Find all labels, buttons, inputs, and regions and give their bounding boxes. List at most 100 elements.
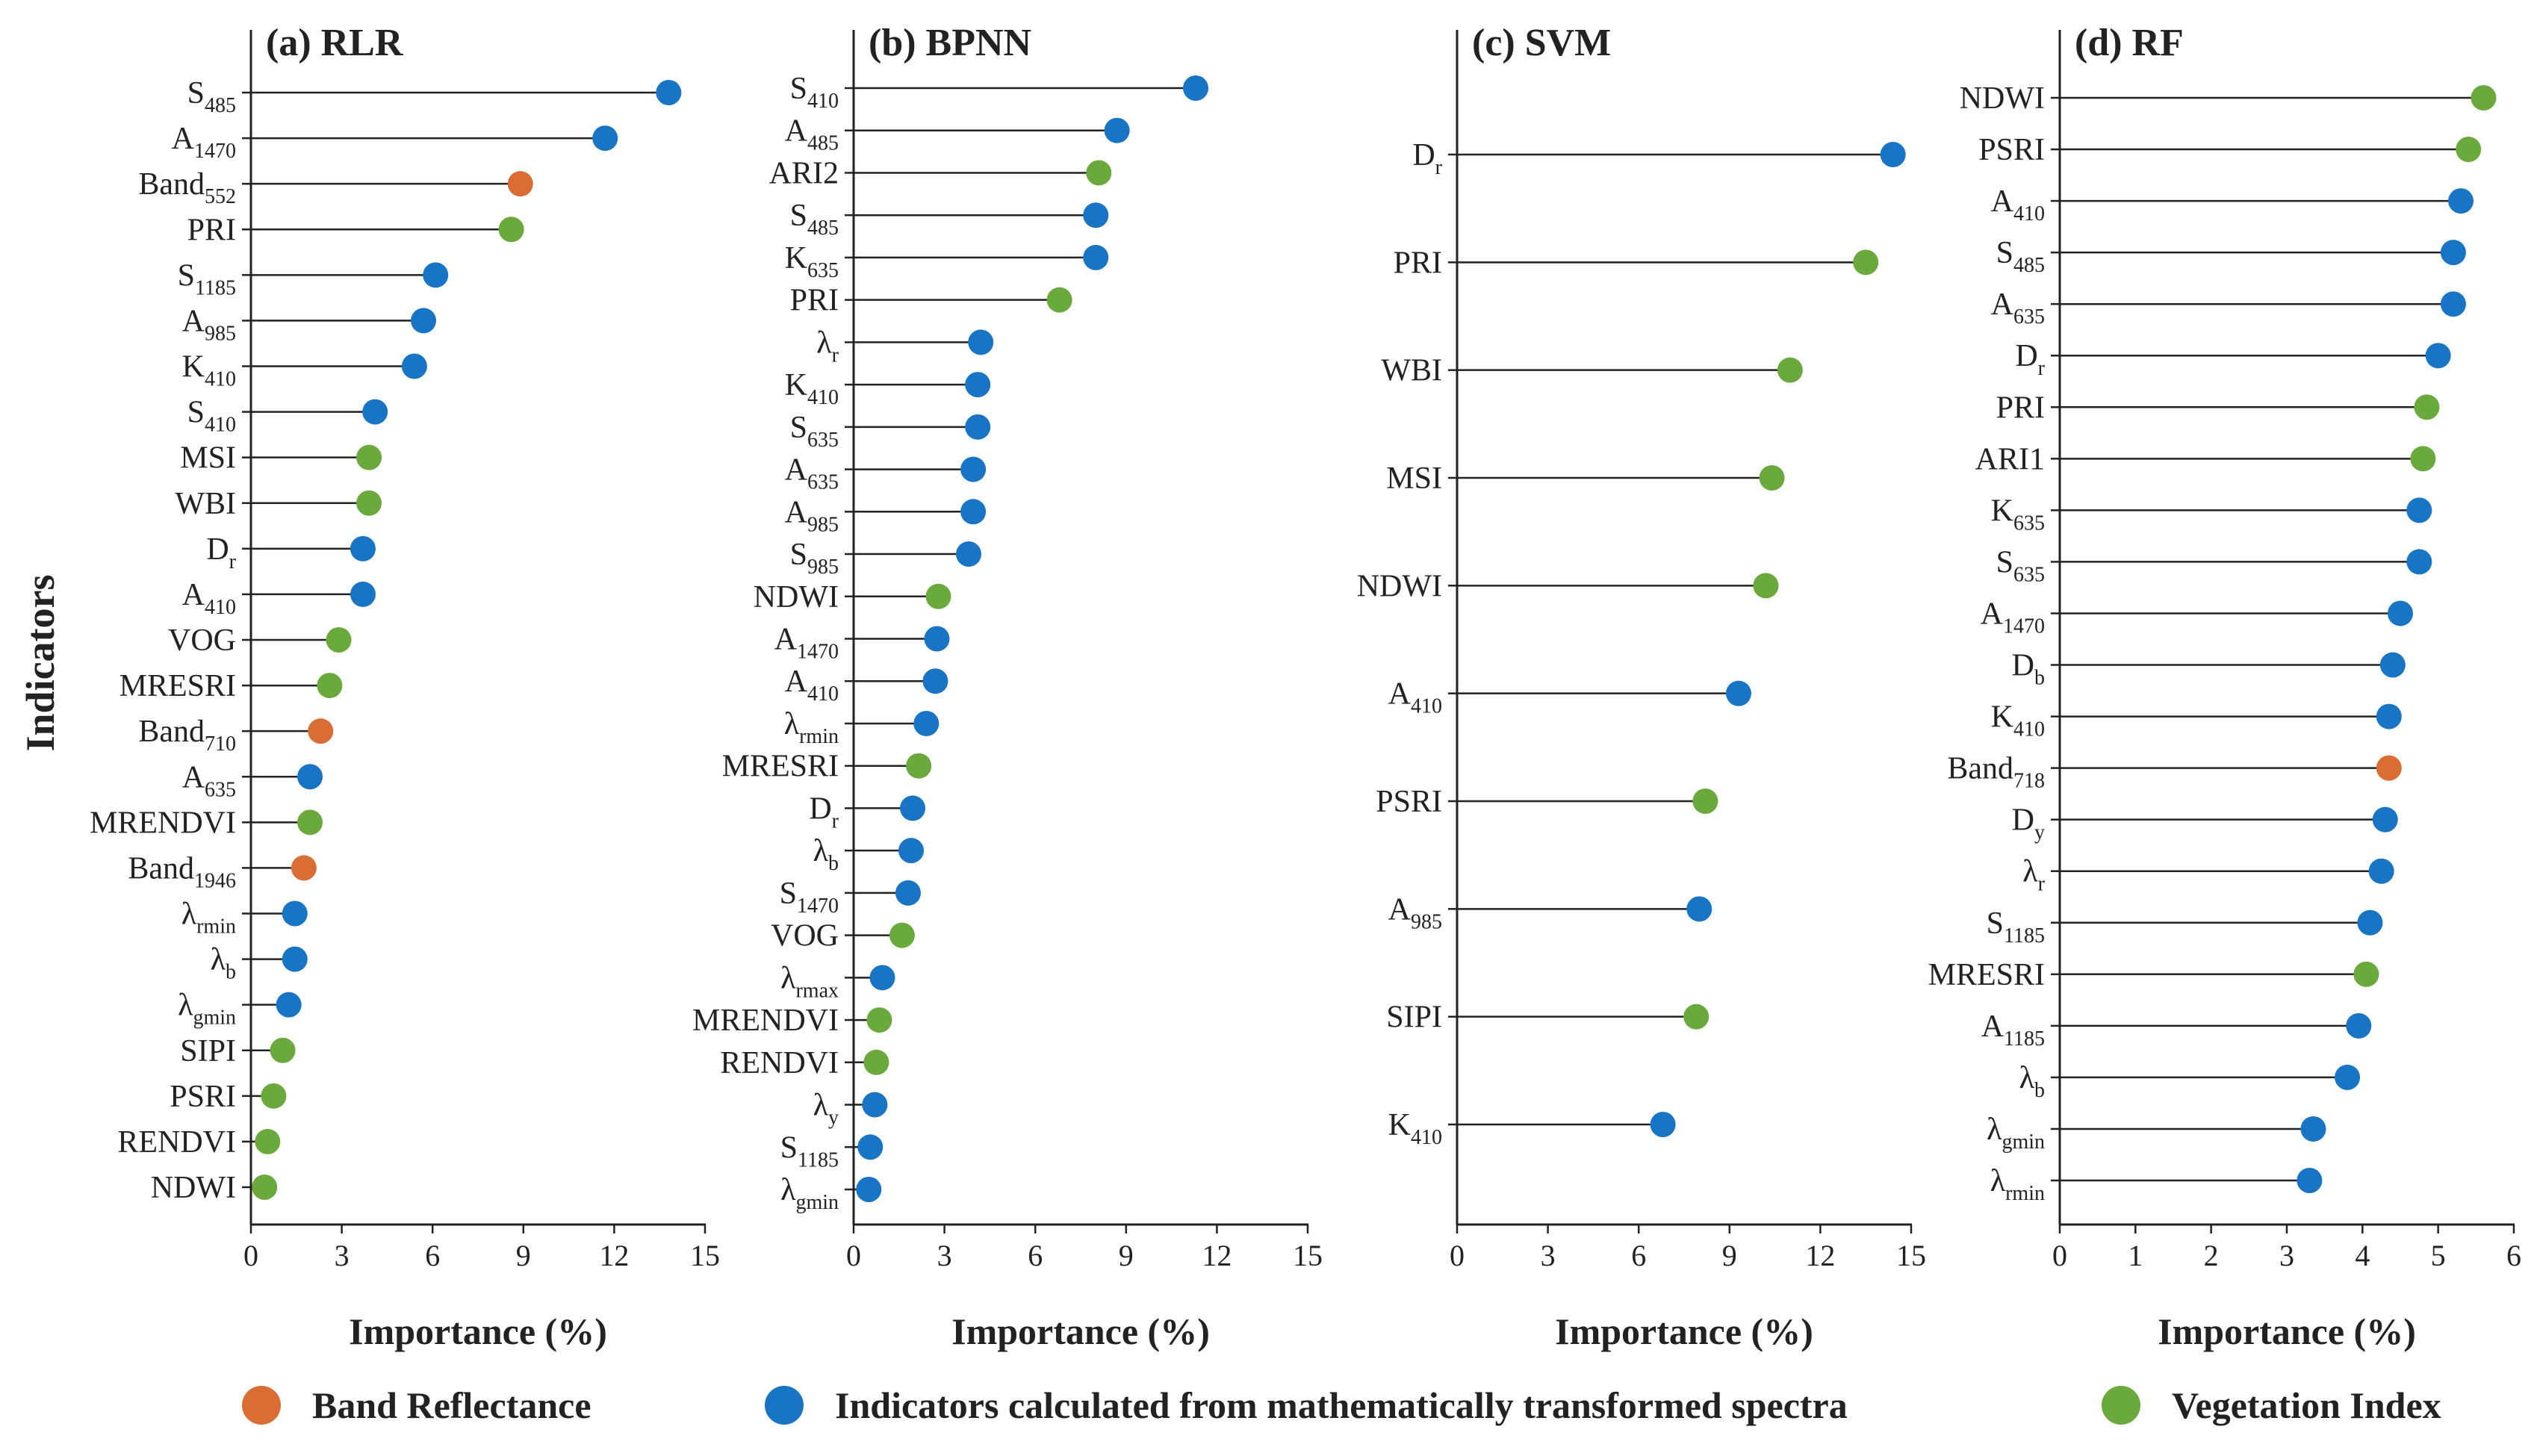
indicator-row: λrmax [780, 961, 895, 1002]
legend-item-band: Band Reflectance [242, 1384, 591, 1426]
lollipop-dot [869, 965, 895, 991]
indicator-label: λr [2022, 855, 2045, 896]
indicator-label: S635 [790, 411, 839, 452]
indicator-label: Band552 [138, 167, 236, 208]
lollipop-dot [1183, 75, 1209, 101]
panel-title: (a) RLR [266, 22, 404, 64]
indicator-row: Dr [809, 791, 926, 833]
lollipop-dot [1683, 1004, 1709, 1030]
indicator-label: A985 [1388, 892, 1442, 933]
indicator-row: Band552 [138, 167, 533, 208]
x-axis-label: Importance (%) [951, 1310, 1210, 1352]
indicator-label: PSRI [1376, 785, 1442, 819]
indicator-row: A410 [1991, 184, 2474, 225]
indicator-row: VOG [771, 919, 915, 953]
indicator-label: ARI2 [769, 156, 839, 190]
lollipop-dot [1692, 788, 1718, 814]
indicator-label: RENDVI [117, 1125, 236, 1160]
indicator-label: WBI [1381, 354, 1442, 388]
x-tick-label: 1 [2128, 1239, 2143, 1272]
lollipop-dot [507, 171, 533, 197]
indicator-row: PRI [1996, 391, 2440, 425]
indicator-row: ARI2 [769, 156, 1112, 190]
indicator-row: A1470 [774, 623, 950, 664]
indicator-label: MRESRI [119, 669, 236, 703]
indicator-row: S635 [790, 411, 991, 452]
legend: Band Reflectance Indicators calculated fr… [242, 1384, 2441, 1426]
x-tick-label: 15 [1293, 1239, 1323, 1272]
lollipop-dot [2388, 600, 2413, 626]
indicator-row: A985 [785, 495, 987, 536]
indicator-row: S485 [790, 199, 1109, 240]
indicator-label: MRENDVI [90, 806, 236, 840]
lollipop-dot [2448, 188, 2474, 214]
indicator-row: S985 [790, 538, 982, 579]
x-tick-label: 0 [846, 1239, 861, 1272]
panel-3: (c) SVM 0 3 6 9 12 15 Importance (%) Dr PRI WBI MSI… [1357, 22, 1926, 1352]
indicator-row: S410 [187, 396, 388, 437]
indicator-label: NDWI [1357, 569, 1442, 603]
lollipop-dot [291, 855, 317, 881]
indicator-label: K635 [785, 241, 839, 282]
indicator-row: λgmin [178, 989, 302, 1030]
lollipop-dot [261, 1083, 287, 1109]
lollipop-dot [1777, 357, 1803, 383]
indicator-row: S1470 [780, 877, 921, 918]
indicator-row: K410 [1991, 700, 2402, 741]
lollipop-dot [2406, 497, 2432, 523]
lollipop-dot [898, 838, 925, 864]
indicator-label: S1185 [780, 1130, 839, 1172]
indicator-label: S485 [1996, 236, 2045, 277]
panel-title: (d) RF [2075, 22, 2184, 64]
panel-title: (c) SVM [1472, 22, 1611, 64]
lollipop-dot [356, 490, 382, 516]
indicator-label: A635 [1991, 287, 2045, 329]
lollipop-dot [906, 753, 932, 779]
indicator-label: A985 [182, 304, 236, 345]
indicator-row: Dr [206, 532, 376, 573]
lollipop-dot [1650, 1112, 1676, 1137]
lollipop-dot [965, 414, 991, 440]
legend-marker [765, 1386, 804, 1425]
lollipop-dot [350, 581, 376, 607]
lollipop-dot [913, 710, 940, 736]
indicator-row: λr [816, 326, 994, 367]
x-tick-label: 6 [1028, 1239, 1043, 1272]
lollipop-dot [2376, 755, 2402, 781]
indicator-row: PRI [1394, 246, 1879, 280]
x-tick-label: 12 [599, 1239, 629, 1272]
indicator-label: λb [211, 943, 236, 984]
indicator-label: S985 [790, 538, 839, 579]
indicator-row: K635 [785, 241, 1109, 282]
lollipop-dot [1880, 142, 1906, 167]
indicator-label: RENDVI [720, 1046, 839, 1080]
lollipop-dot [297, 764, 323, 790]
indicator-row: Dr [2015, 339, 2451, 380]
indicator-label: Dr [1412, 138, 1442, 179]
indicator-label: S410 [790, 72, 839, 113]
y-axis-label: Indicators [18, 574, 63, 751]
legend-item-vi: Vegetation Index [2102, 1384, 2441, 1426]
indicator-label: S485 [790, 199, 839, 240]
indicator-label: A410 [1388, 677, 1442, 718]
indicator-label: λgmin [780, 1173, 839, 1214]
x-tick-label: 15 [1896, 1239, 1926, 1272]
lollipop-dot [255, 1128, 281, 1154]
indicator-row: PSRI [170, 1080, 287, 1114]
lollipop-dot [1725, 680, 1751, 706]
lollipop-dot [1753, 573, 1779, 599]
indicator-row: λrmin [784, 707, 940, 748]
x-tick-label: 0 [1450, 1239, 1465, 1272]
lollipop-dot [965, 372, 991, 398]
indicator-row: MSI [1386, 461, 1785, 496]
x-tick-label: 3 [1541, 1239, 1556, 1272]
lollipop-dot [2368, 858, 2394, 884]
indicator-row: A410 [785, 665, 948, 706]
indicator-label: S1470 [780, 877, 839, 918]
indicator-label: λr [816, 326, 839, 367]
indicator-label: A410 [182, 578, 236, 619]
panel-2: (b) BPNN 0 3 6 9 12 15 Importance (%) S410A485AR… [692, 22, 1323, 1352]
legend-label: Indicators calculated from mathematicall… [835, 1384, 1848, 1426]
